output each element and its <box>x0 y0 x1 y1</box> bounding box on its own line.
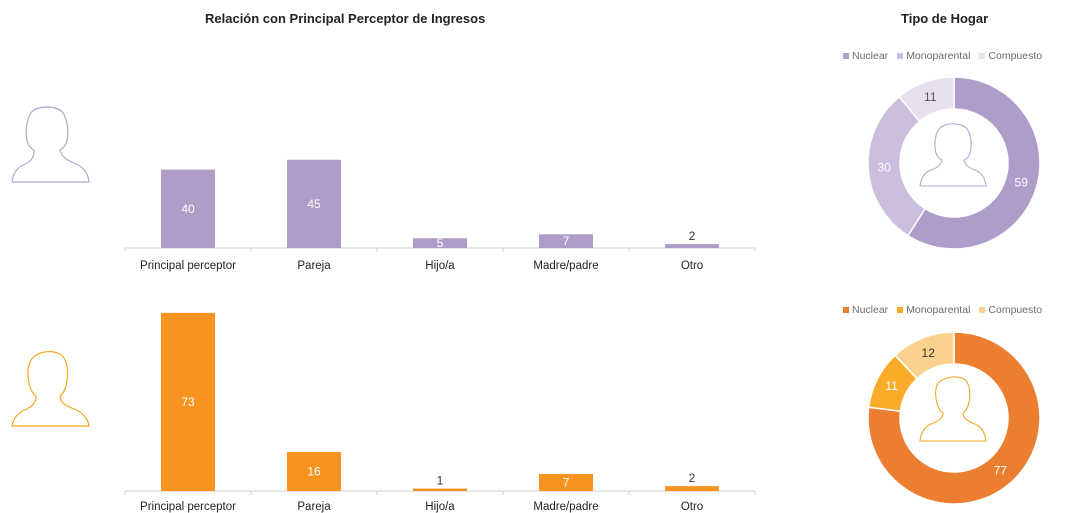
legend-label: Nuclear <box>852 50 889 62</box>
legend-item-nuclear: Nuclear <box>843 50 888 62</box>
bar <box>665 244 719 248</box>
bar <box>287 159 341 248</box>
legend-swatch <box>897 53 904 59</box>
category-label: Otro <box>681 260 703 272</box>
bar-data-label: 45 <box>307 197 321 211</box>
bar <box>413 488 467 491</box>
legend-item-compuesto: Compuesto <box>979 304 1042 316</box>
category-label: Pareja <box>297 501 331 513</box>
bar <box>161 169 215 248</box>
category-label: Pareja <box>297 260 331 272</box>
donut-slice <box>906 76 1041 250</box>
legend-swatch <box>843 53 849 59</box>
legend-label: Compuesto <box>988 304 1043 316</box>
legend-item-compuesto: Compuesto <box>979 50 1042 62</box>
bar-data-label: 7 <box>563 234 570 248</box>
bar-data-label: 40 <box>181 202 195 216</box>
bar <box>413 238 467 248</box>
legend-label: Compuesto <box>988 50 1043 62</box>
donut-data-label: 59 <box>1015 176 1029 190</box>
category-label: Otro <box>681 501 703 513</box>
category-label: Madre/padre <box>533 260 598 272</box>
donut-data-label: 11 <box>885 379 898 393</box>
donut-legend-male: Nuclear Monoparental Compuesto <box>843 304 1042 316</box>
legend-swatch <box>843 307 849 313</box>
bar <box>665 486 719 491</box>
man-silhouette-icon <box>919 376 987 442</box>
donut-data-label: 12 <box>922 346 936 360</box>
woman-silhouette-icon <box>11 106 90 183</box>
bar-data-label: 16 <box>307 464 321 478</box>
bar <box>287 451 341 491</box>
legend-swatch <box>979 53 986 59</box>
donut-chart-title: Tipo de Hogar <box>901 11 989 26</box>
category-label: Madre/padre <box>533 501 598 513</box>
bar-chart-female: 40 Principal perceptor 45 Pareja 5 Hijo/a 7 Mad… <box>124 159 756 272</box>
bar-chart-male: 73 Principal perceptor 16 Pareja 1 Hijo/a 7 Mad… <box>124 312 756 513</box>
legend-item-monoparental: Monoparental <box>897 50 970 62</box>
donut-data-label: 11 <box>924 90 937 104</box>
bar-data-label: 5 <box>437 236 444 250</box>
donut-slice <box>898 76 955 123</box>
category-label: Hijo/a <box>425 260 455 272</box>
donut-slice <box>894 331 955 380</box>
bar-data-label: 7 <box>563 475 570 489</box>
donut-slice <box>867 331 1041 505</box>
bar-data-label: 2 <box>689 229 696 243</box>
bar-chart-title: Relación con Principal Perceptor de Ingr… <box>205 11 486 26</box>
donut-chart-male: 77 11 12 <box>867 331 1041 505</box>
donut-data-label: 30 <box>877 160 891 174</box>
bar-data-label: 73 <box>181 395 195 409</box>
legend-label: Monoparental <box>906 50 971 62</box>
man-silhouette-icon <box>11 351 90 427</box>
bar-data-label: 1 <box>437 474 444 488</box>
legend-item-nuclear: Nuclear <box>843 304 888 316</box>
donut-data-label: 77 <box>994 464 1008 478</box>
bar <box>539 473 593 491</box>
legend-swatch <box>979 307 986 313</box>
legend-item-monoparental: Monoparental <box>897 304 970 316</box>
donut-legend-female: Nuclear Monoparental Compuesto <box>843 50 1042 62</box>
woman-silhouette-icon <box>919 123 987 187</box>
legend-label: Monoparental <box>906 304 971 316</box>
legend-swatch <box>897 307 904 313</box>
category-label: Principal perceptor <box>140 260 236 272</box>
legend-label: Nuclear <box>852 304 889 316</box>
category-label: Principal perceptor <box>140 501 236 513</box>
category-label: Hijo/a <box>425 501 455 513</box>
bar <box>539 234 593 248</box>
bar-data-label: 2 <box>689 471 696 485</box>
donut-chart-female: 59 30 11 <box>867 76 1041 250</box>
bar <box>161 312 215 491</box>
